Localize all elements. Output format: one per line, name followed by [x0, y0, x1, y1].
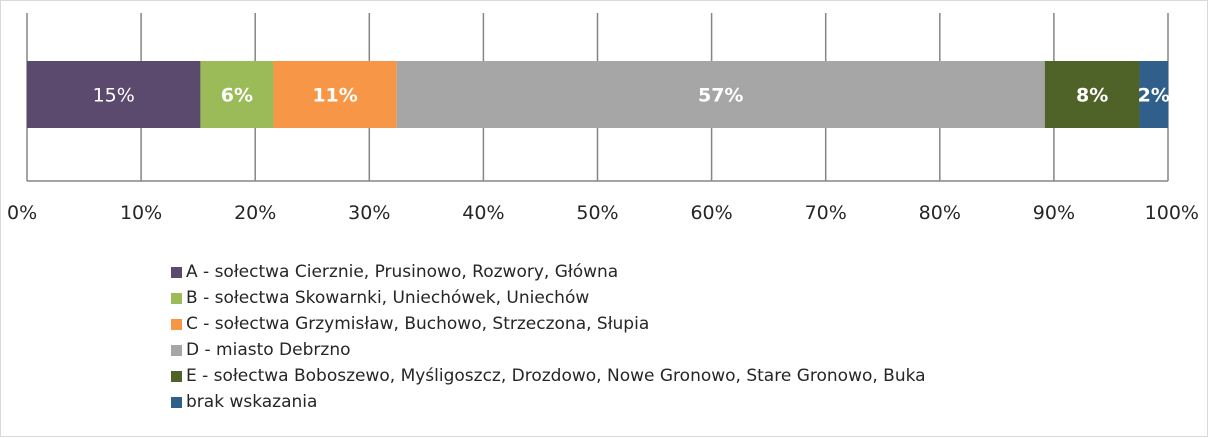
legend-swatch [171, 318, 182, 330]
bar-segment-2 [200, 61, 274, 128]
legend-label: brak wskazania [186, 392, 318, 412]
legend-label: A - sołectwa Cierznie, Prusinowo, Rozwor… [186, 262, 619, 282]
legend-swatch [171, 344, 182, 356]
legend-item: D - miasto Debrzno [171, 337, 926, 363]
legend: A - sołectwa Cierznie, Prusinowo, Rozwor… [171, 259, 926, 415]
tick-label: 20% [234, 202, 276, 224]
bar-segment-1 [27, 61, 201, 128]
tick-label: 70% [805, 202, 847, 224]
tick-label: 0% [7, 202, 37, 224]
data-label: 8% [1076, 85, 1108, 107]
legend-item: B - sołectwa Skowarnki, Uniechówek, Unie… [171, 285, 926, 311]
bar-segment-3 [273, 61, 397, 128]
tick-label: 50% [576, 202, 618, 224]
legend-item: C - sołectwa Grzymisław, Buchowo, Strzec… [171, 311, 926, 337]
tick-label: 80% [919, 202, 961, 224]
data-label: 11% [312, 85, 357, 107]
data-label: 15% [93, 85, 135, 107]
legend-label: D - miasto Debrzno [186, 340, 351, 360]
data-label: 57% [698, 85, 743, 107]
bar-segment-5 [1044, 61, 1140, 128]
tick-label: 100% [1145, 202, 1199, 224]
tick-label: 30% [348, 202, 390, 224]
legend-item: A - sołectwa Cierznie, Prusinowo, Rozwor… [171, 259, 926, 285]
legend-swatch [171, 266, 182, 278]
tick-label: 90% [1033, 202, 1075, 224]
legend-swatch [171, 292, 182, 304]
tick-label: 40% [462, 202, 504, 224]
tick-label: 60% [690, 202, 732, 224]
legend-swatch [171, 396, 182, 408]
data-label: 2% [1138, 85, 1170, 107]
legend-swatch [171, 370, 182, 382]
legend-label: C - sołectwa Grzymisław, Buchowo, Strzec… [186, 314, 650, 334]
legend-label: B - sołectwa Skowarnki, Uniechówek, Unie… [186, 288, 590, 308]
tick-label: 10% [120, 202, 162, 224]
bar-segment-6 [1139, 61, 1168, 128]
data-label: 6% [221, 85, 253, 107]
legend-label: E - sołectwa Boboszewo, Myśligoszcz, Dro… [186, 366, 926, 386]
legend-item: E - sołectwa Boboszewo, Myśligoszcz, Dro… [171, 363, 926, 389]
legend-item: brak wskazania [171, 389, 926, 415]
bar-segment-4 [396, 61, 1045, 128]
